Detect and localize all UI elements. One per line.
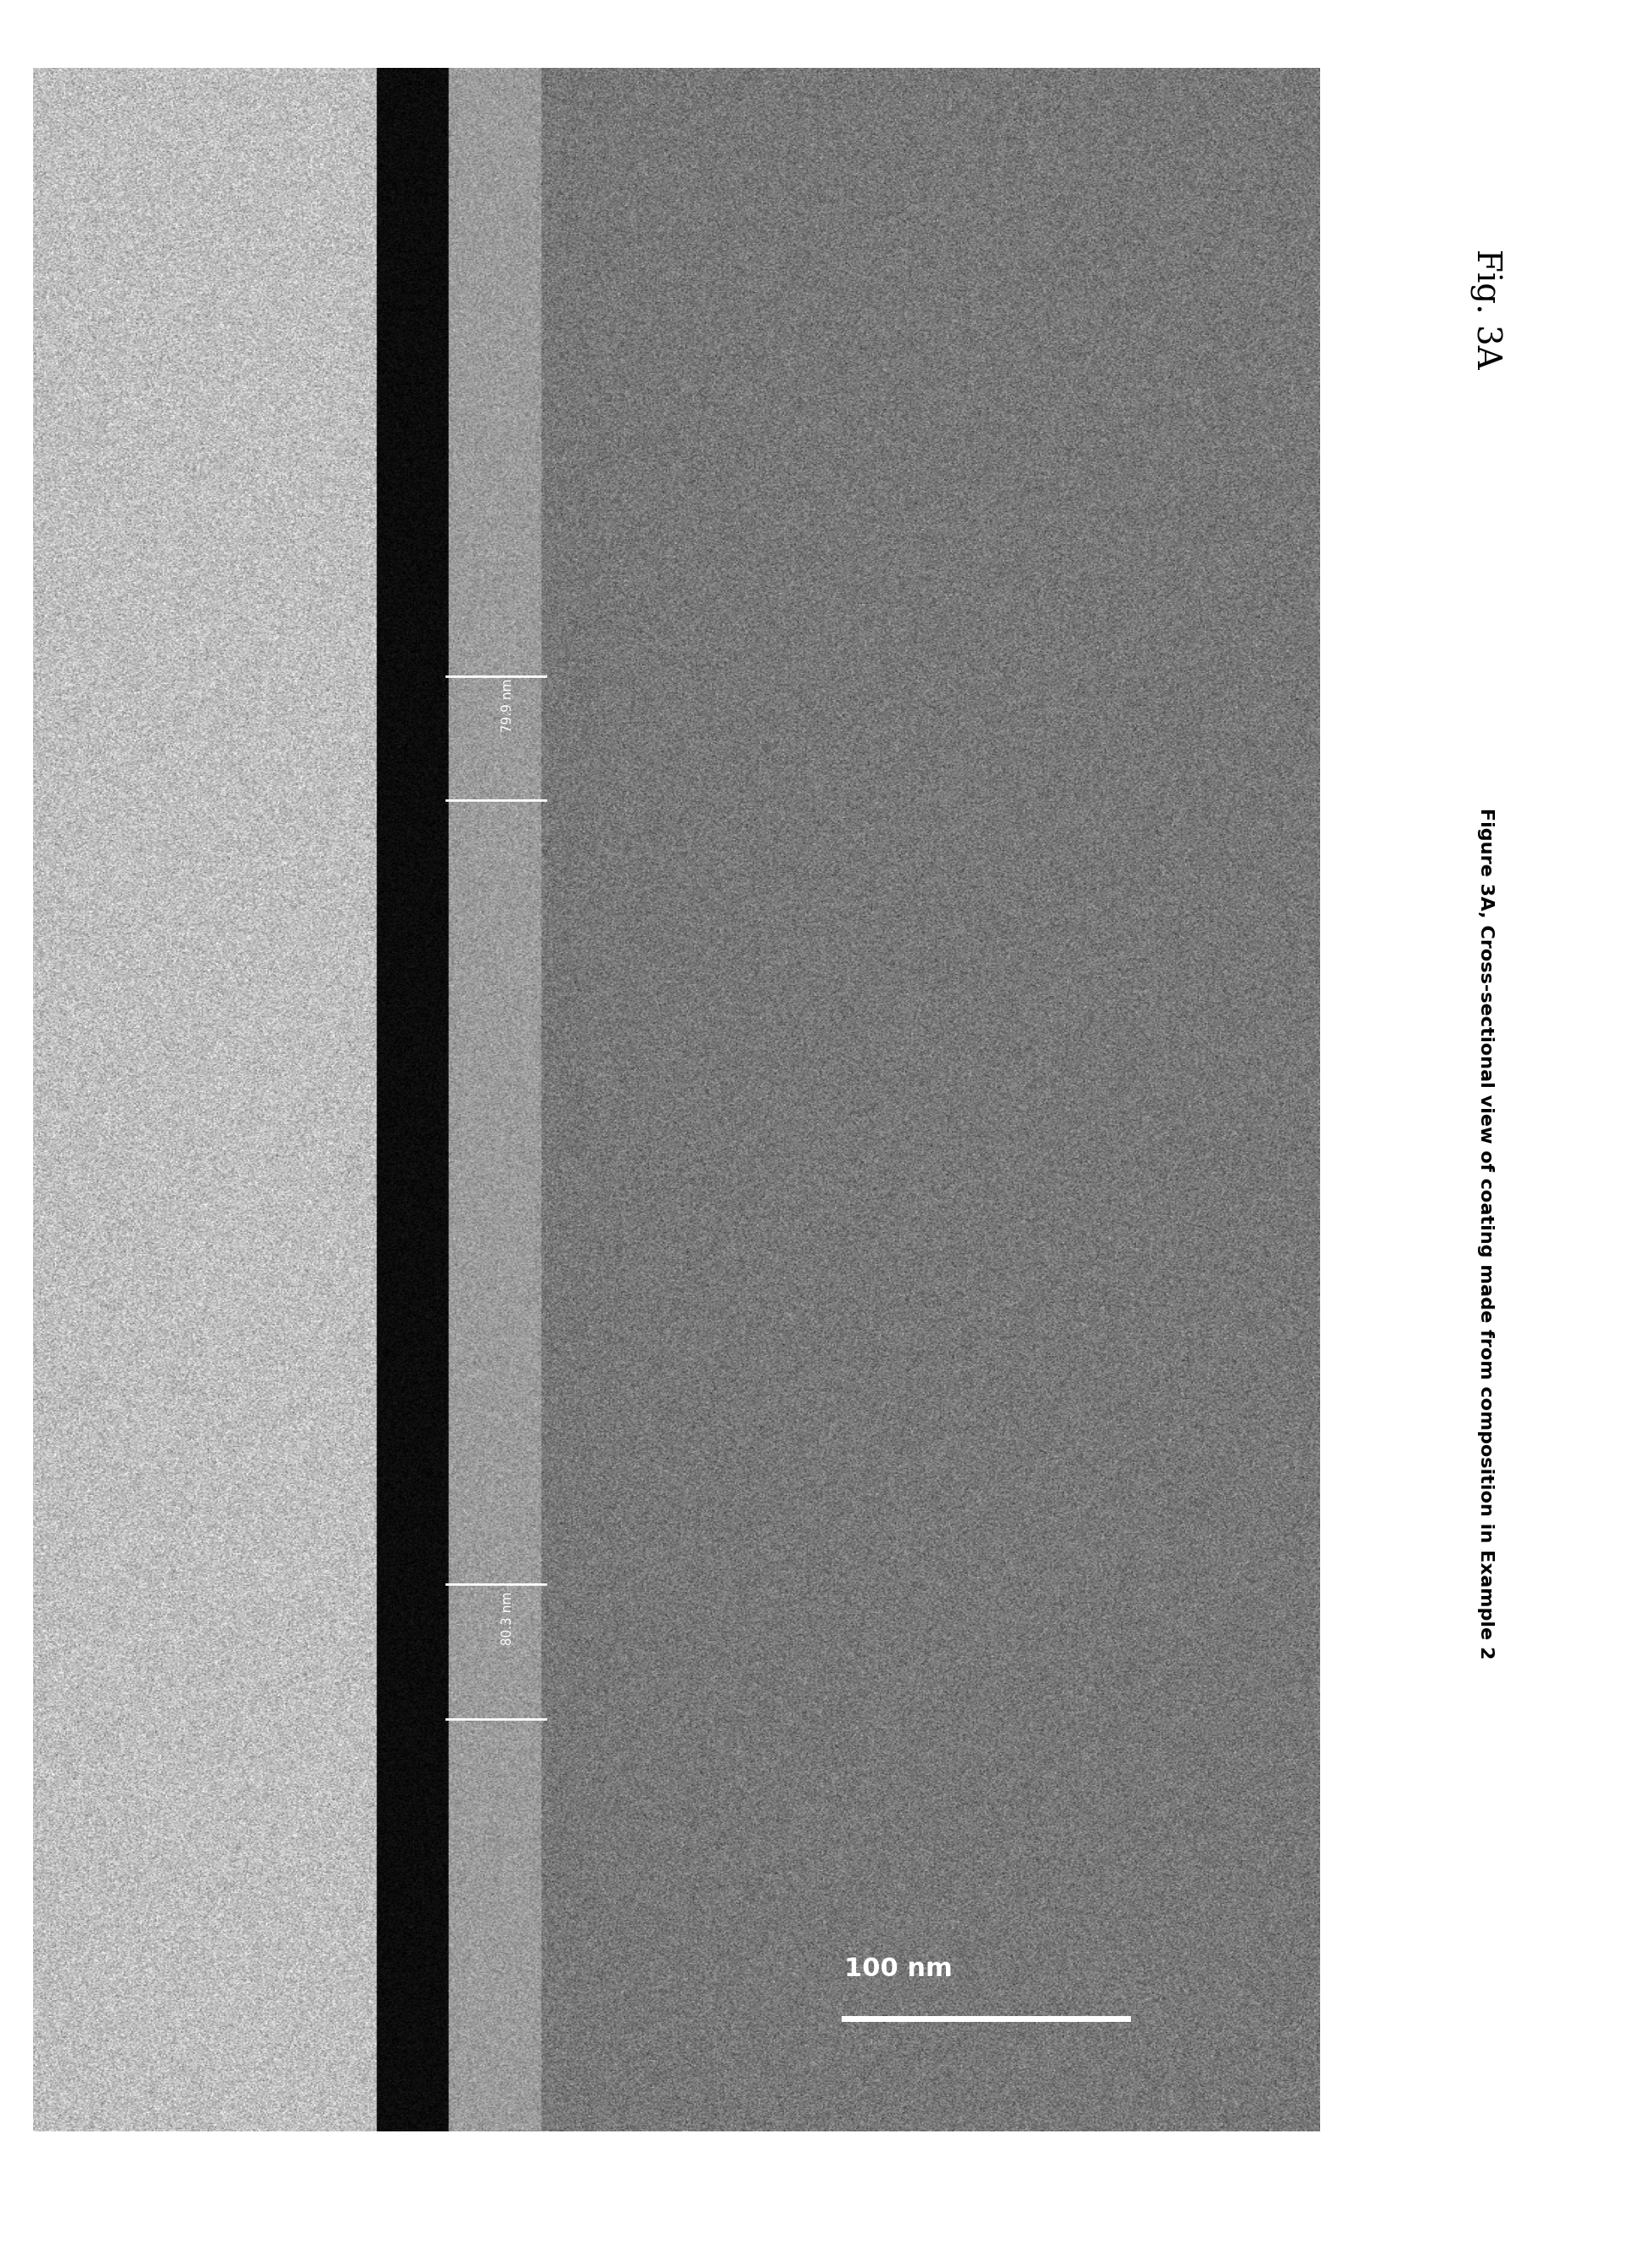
Text: Figure 3A, Cross-sectional view of coating made from composition in Example 2: Figure 3A, Cross-sectional view of coati… xyxy=(1478,807,1494,1660)
Text: 79.9 nm: 79.9 nm xyxy=(502,678,513,733)
Text: 100 nm: 100 nm xyxy=(844,1957,953,1982)
Text: Fig. 3A: Fig. 3A xyxy=(1469,249,1502,367)
Text: 80.3 nm: 80.3 nm xyxy=(502,1592,513,1647)
